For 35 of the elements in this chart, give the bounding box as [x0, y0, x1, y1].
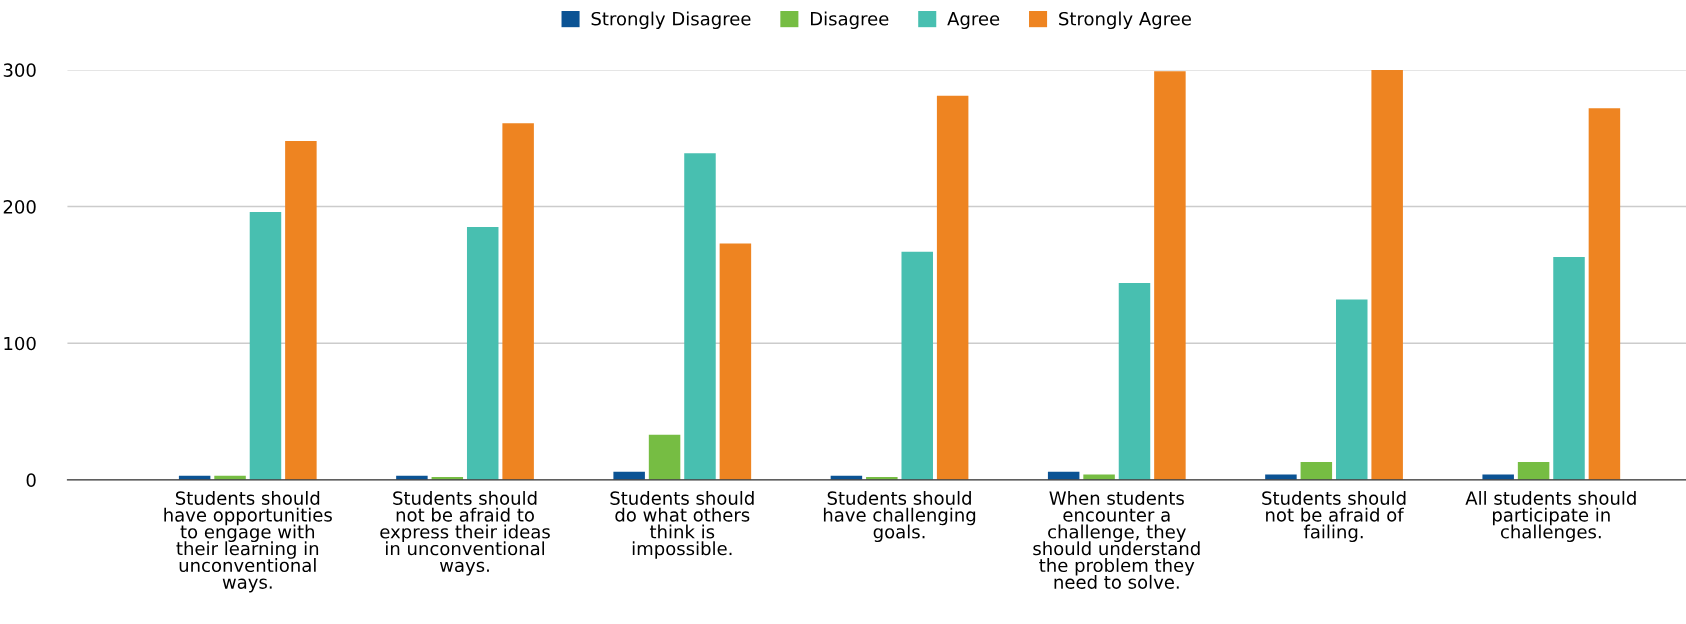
legend-label: Strongly Disagree: [591, 11, 751, 30]
bar: [648, 434, 681, 480]
bar: [1588, 108, 1621, 480]
x-tick-label: Students should not be afraid to express their ideas in unconventional ways.: [380, 490, 550, 576]
legend-label: Disagree: [811, 11, 889, 30]
bar: [901, 251, 933, 480]
x-tick-label: Students should do what others think is impossible.: [610, 490, 754, 559]
bar: [1371, 69, 1403, 480]
bar: [285, 140, 317, 480]
legend-label: Strongly Agree: [1059, 11, 1191, 30]
bar: [936, 95, 969, 480]
bar: [466, 227, 499, 480]
y-tick-label: 0: [26, 473, 36, 487]
bar: [1482, 474, 1514, 480]
bar: [1336, 299, 1368, 480]
x-tick-label: When students encounter a challenge, they should understand the problem they need to solve.: [1033, 490, 1200, 589]
bar: [1118, 283, 1151, 480]
x-tick-label: All students should participate in challenges.: [1465, 490, 1636, 543]
y-tick-label: 300: [3, 63, 36, 77]
bar: [1265, 474, 1297, 480]
bar: [1154, 71, 1186, 480]
y-tick-label: 200: [3, 200, 36, 214]
legend-label: Agree: [947, 12, 1000, 30]
bar: [719, 243, 752, 480]
y-tick-label: 100: [4, 336, 36, 351]
bar: [502, 123, 534, 480]
x-tick-label: Students should have challenging goals.: [823, 490, 976, 543]
bar: [1517, 462, 1550, 480]
x-tick-label: Students should have opportunities to engage with their learning in unconventional ways.: [164, 490, 332, 593]
bar: [1083, 474, 1115, 480]
x-tick-label: Students should not be afraid of failing.: [1262, 490, 1406, 543]
bar: [1300, 462, 1333, 480]
bar: [1553, 257, 1585, 480]
bar: [684, 153, 716, 480]
bar: [249, 212, 282, 480]
